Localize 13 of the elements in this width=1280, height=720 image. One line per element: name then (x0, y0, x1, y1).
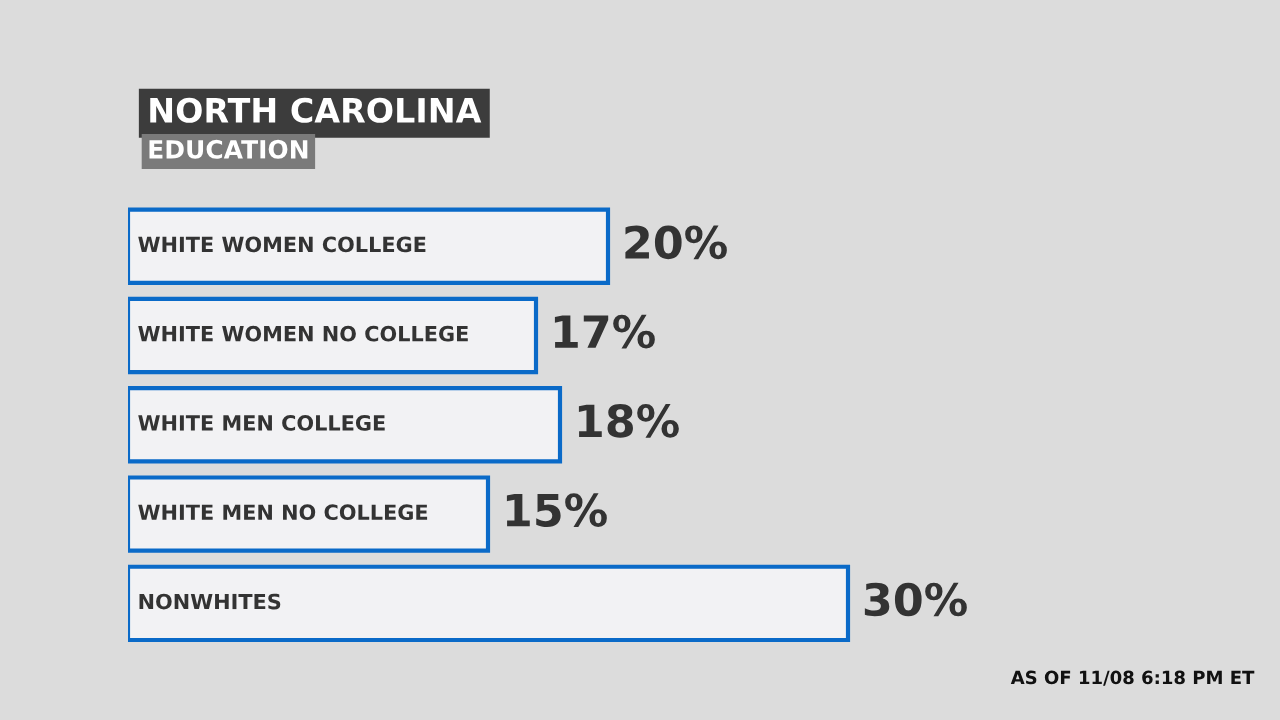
y-tick-label: WHITE WOMEN NO COLLEGE (138, 325, 468, 342)
data-label: 30% (864, 582, 967, 617)
y-tick-label: NONWHITES (139, 593, 281, 610)
y-tick-label: WHITE MEN COLLEGE (138, 415, 385, 431)
y-tick-label: WHITE WOMEN COLLEGE (138, 236, 426, 253)
data-label: 15% (506, 493, 607, 527)
text: AS OF 11/08 6:18 PM ET (1010, 670, 1255, 686)
data-label: 17% (554, 314, 655, 349)
chart-title: NORTH CAROLINA (150, 97, 482, 123)
chart-subtitle: EDUCATION (149, 139, 308, 159)
data-label: 18% (578, 404, 679, 438)
data-label: 20% (625, 225, 727, 260)
y-tick-label: WHITE MEN NO COLLEGE (138, 504, 428, 521)
